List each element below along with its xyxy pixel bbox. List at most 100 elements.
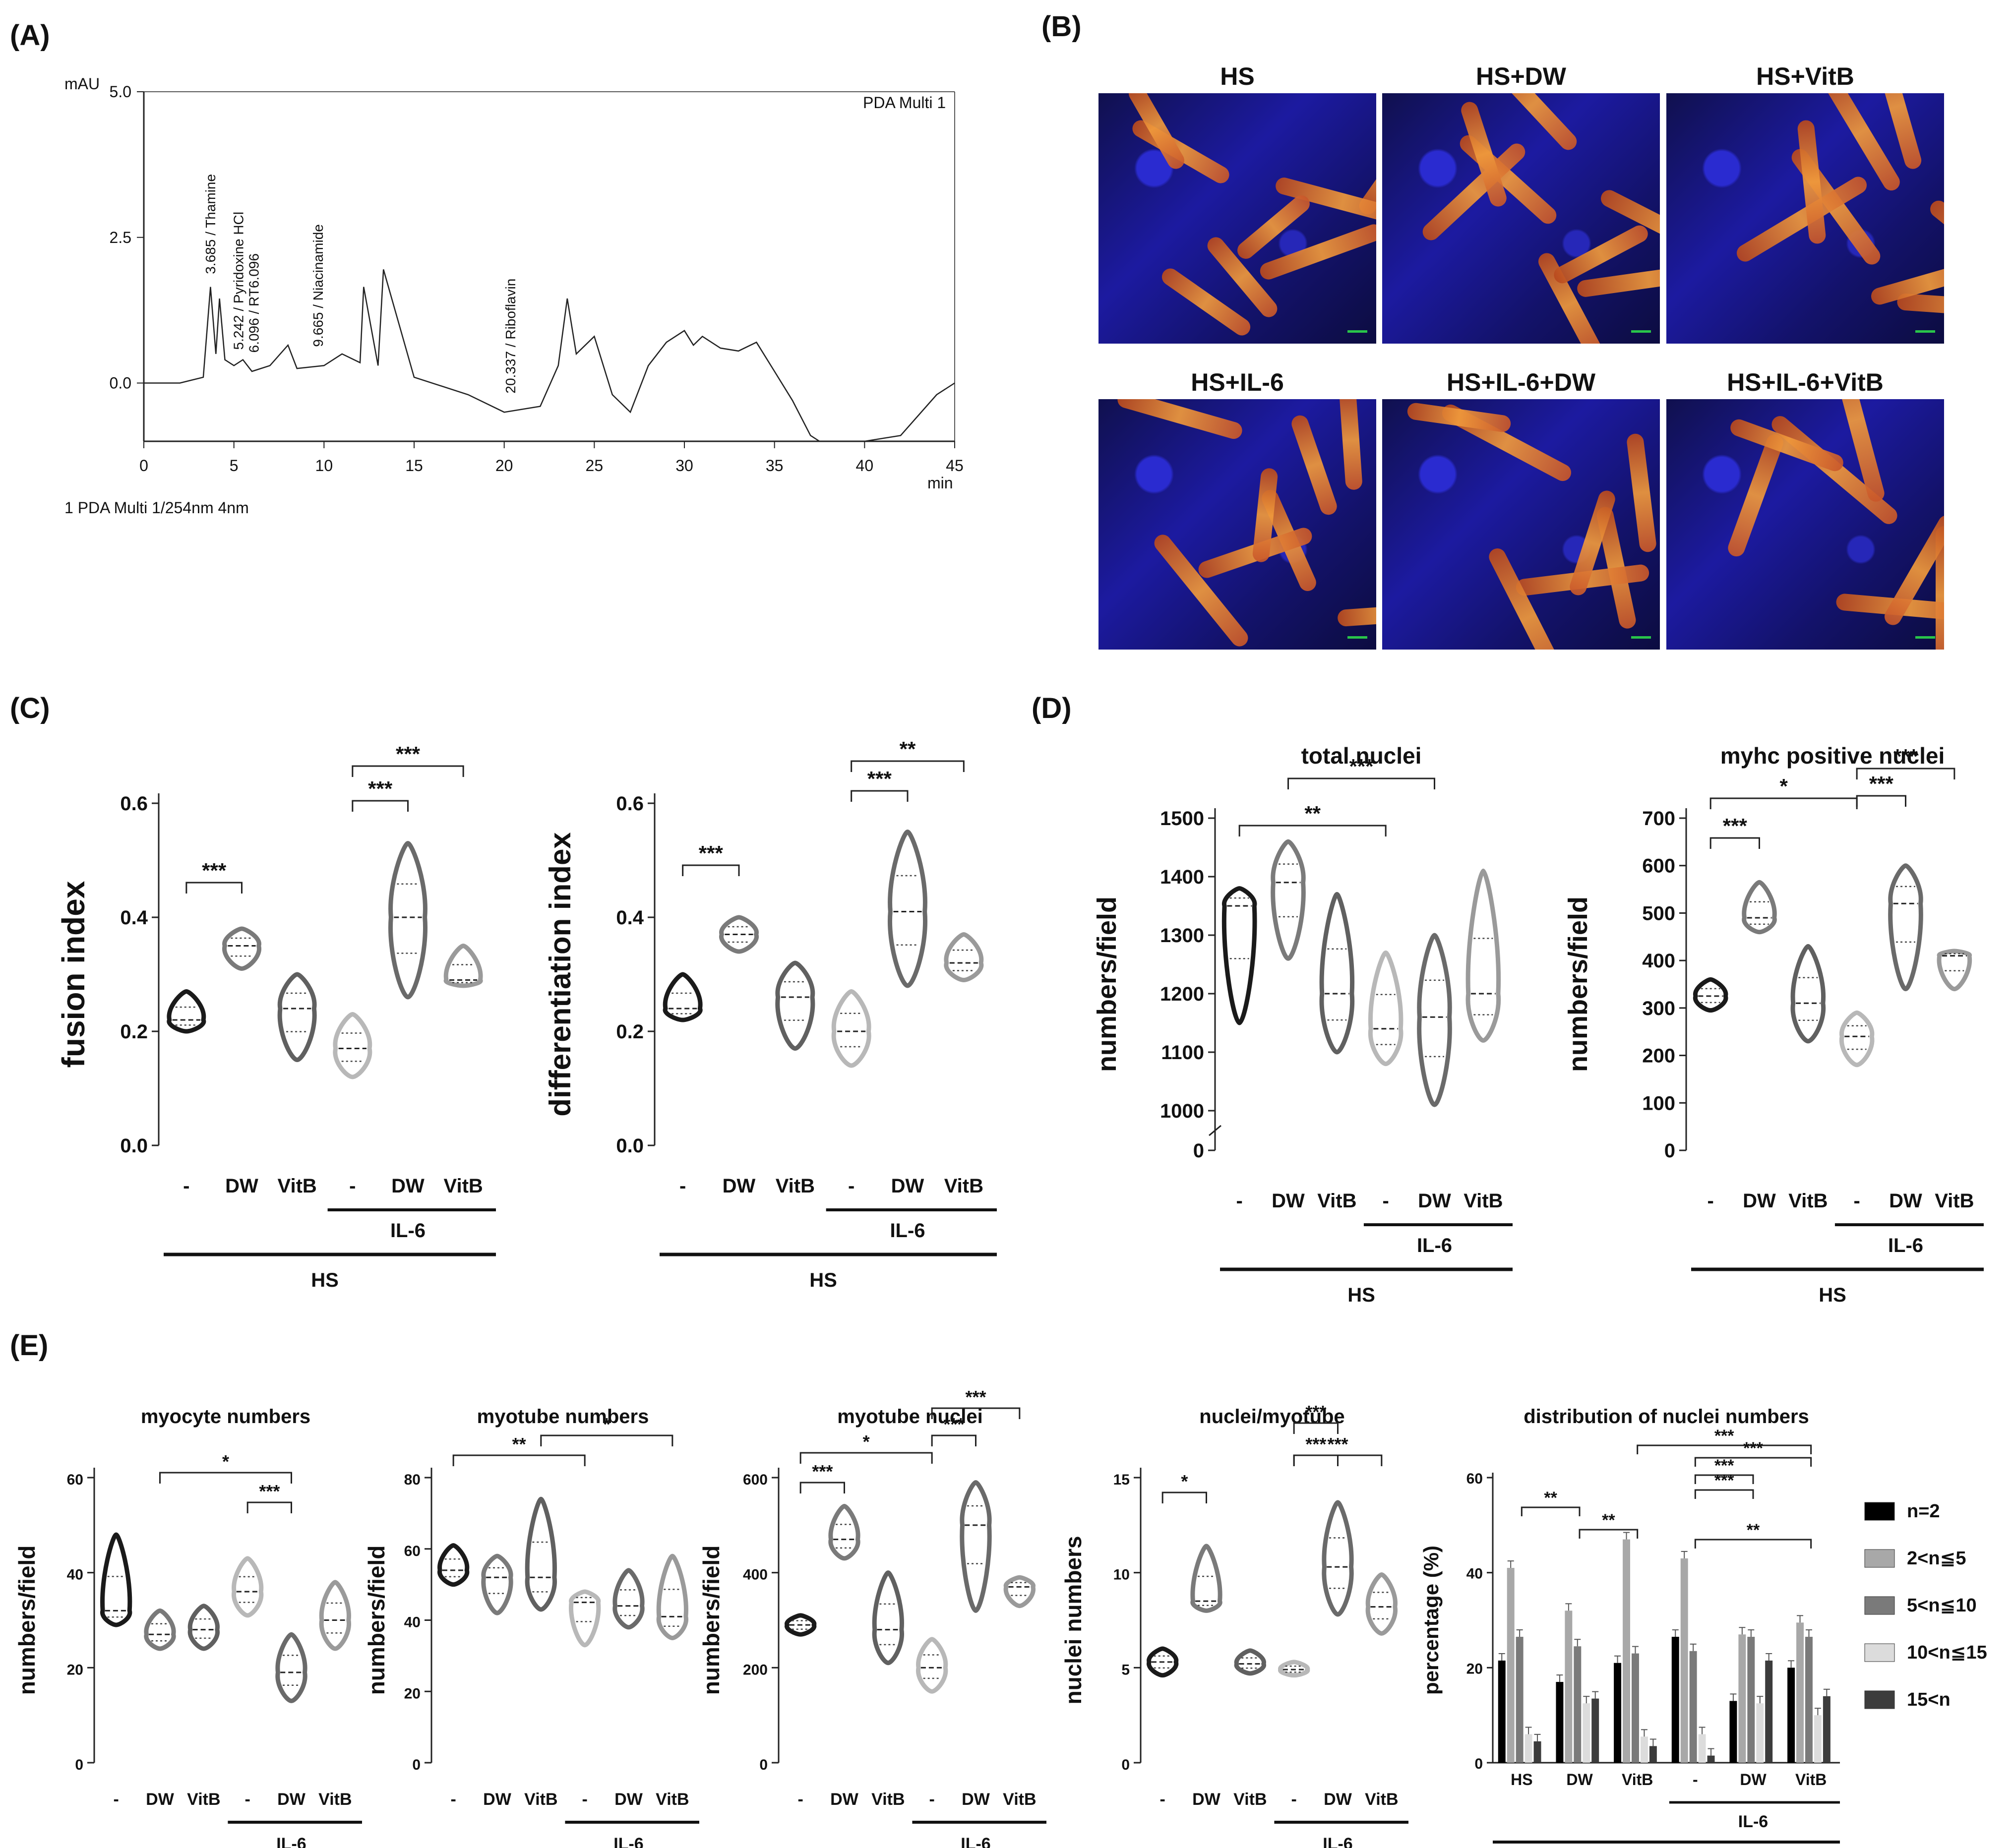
group-label: - (1160, 1790, 1165, 1809)
y-tick-label: 2.5 (110, 229, 131, 246)
group-label: DW (391, 1175, 425, 1197)
violin (319, 1580, 351, 1651)
violin (144, 1608, 176, 1651)
micrograph-image (1666, 399, 1944, 650)
myotube-fiber (1406, 402, 1512, 433)
bar (1533, 1741, 1541, 1763)
myotube-fiber (1151, 531, 1252, 650)
y-tick-label: 0 (1121, 1757, 1130, 1773)
chart-title: total nuclei (1301, 743, 1422, 769)
violin (828, 1503, 860, 1561)
significance-bracket (246, 1501, 292, 1513)
y-tick-label: 0 (75, 1757, 83, 1773)
y-tick-label: 40 (404, 1614, 421, 1631)
group-label: DW (1740, 1771, 1767, 1788)
bar (1787, 1668, 1795, 1763)
violin (1190, 1544, 1222, 1613)
y-tick-label: 60 (404, 1543, 421, 1559)
bar (1516, 1637, 1524, 1763)
group-label: - (1383, 1190, 1389, 1212)
differentiation-index-chart: 0.0 0.2 0.4 0.6 differentiation index - DW VitB… (544, 737, 997, 1291)
group-label: VitB (187, 1790, 220, 1809)
y-tick-label: 0 (1193, 1140, 1204, 1162)
myotube-nuclei-chart: myotube nuclei 0 200 400 600 numbers/field - DW… (698, 1387, 1046, 1848)
chart-title: PDA Multi 1 (863, 94, 946, 112)
group-label: HS (1511, 1771, 1532, 1788)
hs-label: HS (1347, 1284, 1375, 1306)
violin (872, 1570, 905, 1666)
chart-title: myotube numbers (477, 1406, 649, 1428)
group-label: VitB (1464, 1190, 1503, 1212)
significance-bracket (1293, 1454, 1339, 1466)
y-tick-label: 400 (743, 1567, 768, 1583)
y-tick-label: 0 (1474, 1756, 1483, 1772)
group-label: VitB (318, 1790, 352, 1809)
y-tick-label: 500 (1642, 902, 1675, 924)
significance-label: *** (943, 1414, 964, 1434)
significance-bracket (185, 882, 243, 894)
y-tick-label: 40 (1466, 1566, 1483, 1582)
bar (1498, 1660, 1506, 1763)
group-label: VitB (1003, 1790, 1036, 1809)
y-tick-label: 200 (743, 1662, 768, 1678)
significance-label: *** (1305, 1434, 1326, 1454)
y-tick-label: 0.6 (616, 793, 644, 815)
il6-label: IL-6 (1417, 1235, 1452, 1256)
bar (1814, 1715, 1822, 1763)
y-tick-label: 0 (412, 1757, 421, 1773)
violin (785, 1613, 817, 1637)
violin (443, 943, 483, 988)
group-label: DW (962, 1790, 990, 1809)
x-tick-label: 20 (495, 457, 513, 475)
significance-label: *** (1893, 745, 1918, 768)
bar (1805, 1637, 1813, 1763)
violin (1003, 1575, 1036, 1609)
x-tick-label: 25 (586, 457, 604, 475)
il6-label: IL-6 (890, 1220, 925, 1242)
significance-bracket (1293, 1454, 1383, 1466)
group-label: - (1854, 1190, 1860, 1212)
legend-swatch (1864, 1643, 1895, 1662)
bar (1698, 1734, 1706, 1763)
hs-label: HS (1819, 1284, 1846, 1306)
bar (1680, 1558, 1688, 1763)
bar (1823, 1696, 1830, 1763)
y-axis-label: numbers/field (364, 1546, 389, 1695)
group-label: VitB (1622, 1771, 1653, 1788)
significance-bracket (1287, 777, 1435, 789)
group-label: - (582, 1790, 588, 1809)
bar (1738, 1634, 1746, 1763)
chromatogram-frame (143, 91, 955, 442)
violin (831, 989, 871, 1068)
violin (1693, 977, 1728, 1013)
significance-label: *** (1714, 1471, 1734, 1490)
significance-bracket (352, 765, 464, 777)
chart-title: myhc positive nuclei (1720, 743, 1945, 769)
myocyte-numbers-chart: myocyte numbers 0 20 40 60 numbers/field - DW Vi… (14, 1406, 362, 1848)
significance-label: *** (1869, 772, 1894, 795)
bar (1747, 1637, 1755, 1763)
violin (1271, 839, 1306, 961)
bar (1689, 1651, 1697, 1763)
chromatogram-chart: mAU min PDA Multi 1 1 PDA Multi 1/254nm … (64, 75, 964, 517)
group-label: - (114, 1790, 119, 1809)
violin (1742, 880, 1777, 935)
y-tick-label: 1200 (1160, 983, 1204, 1005)
peak-annotation: 9.665 / Niacinamide (310, 224, 326, 347)
group-label: - (1291, 1790, 1297, 1809)
y-tick-label: 40 (67, 1567, 83, 1583)
bar (1707, 1755, 1715, 1763)
significance-label: *** (1714, 1456, 1734, 1475)
il6-label: IL-6 (390, 1220, 426, 1242)
violin (525, 1496, 557, 1612)
group-label: DW (614, 1790, 643, 1809)
il6-label: IL-6 (613, 1835, 643, 1848)
legend-label: n=2 (1907, 1501, 1940, 1522)
violin (437, 1543, 470, 1587)
group-label: VitB (1788, 1190, 1828, 1212)
bar (1525, 1734, 1532, 1763)
y-tick-label: 0 (759, 1757, 768, 1773)
group-label: VitB (1317, 1190, 1356, 1212)
il6-label: IL-6 (1888, 1235, 1923, 1256)
violin (232, 1556, 264, 1618)
